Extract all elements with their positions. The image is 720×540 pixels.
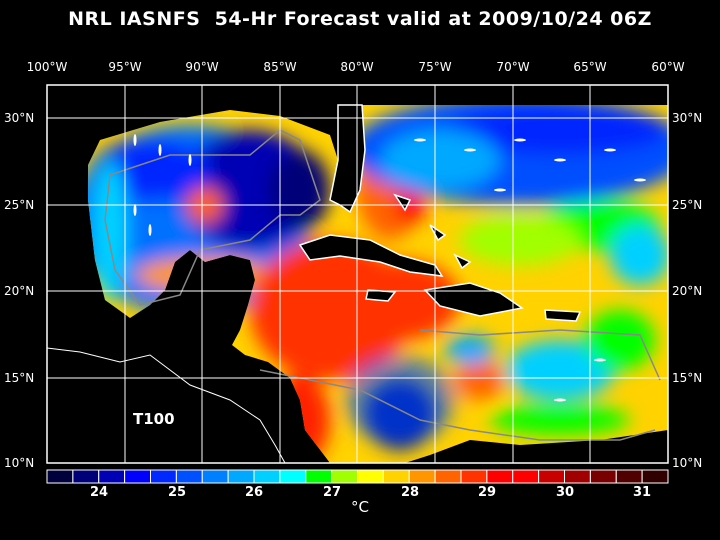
colorbar-tick-label: 26 — [244, 485, 264, 500]
colorbar-swatch — [434, 469, 462, 484]
lat-label-left: 15°N — [4, 371, 35, 385]
lat-label-right: 30°N — [672, 111, 703, 125]
lon-label: 65°W — [573, 60, 607, 74]
colorbar-swatch — [150, 469, 177, 484]
colorbar-swatch — [408, 469, 436, 484]
lon-label: 95°W — [108, 60, 142, 74]
lon-label: 90°W — [185, 60, 219, 74]
lat-label-right: 10°N — [672, 456, 703, 470]
lat-label-right: 20°N — [672, 284, 703, 298]
colorbar-swatch — [486, 469, 514, 484]
florida — [329, 104, 366, 214]
colorbar-swatch — [512, 469, 540, 484]
lon-label: 80°W — [340, 60, 374, 74]
colorbar-swatch — [382, 469, 410, 484]
colorbar-unit: °C — [351, 498, 369, 516]
lon-label: 70°W — [496, 60, 530, 74]
colorbar-swatch — [227, 469, 255, 484]
lat-label-left: 25°N — [4, 198, 35, 212]
grid-lines — [47, 85, 668, 463]
colorbar-swatch — [460, 469, 488, 484]
lon-label: 75°W — [418, 60, 452, 74]
colorbar-swatch — [641, 469, 669, 484]
colorbar-swatch — [253, 469, 281, 484]
colorbar-tick-label: 30 — [555, 485, 575, 500]
colorbar — [46, 469, 669, 484]
lat-label-left: 10°N — [4, 456, 35, 470]
colorbar-swatch — [175, 469, 203, 484]
colorbar-swatch — [98, 469, 126, 484]
current-vectors — [133, 134, 646, 402]
colorbar-swatch — [279, 469, 307, 484]
colorbar-tick-label: 28 — [400, 485, 420, 500]
puerto-rico — [544, 309, 582, 322]
colorbar-tick-label: 24 — [89, 485, 109, 500]
colorbar-swatch — [201, 469, 229, 484]
colorbar-swatch — [538, 469, 565, 484]
country-border — [47, 347, 286, 463]
map-frame — [46, 84, 669, 464]
lat-label-left: 30°N — [4, 111, 35, 125]
colorbar-swatch — [589, 469, 617, 484]
lon-label: 100°W — [26, 60, 68, 74]
colorbar-swatch — [357, 469, 384, 484]
colorbar-swatch — [564, 469, 591, 484]
sea-temperature-field — [88, 105, 668, 463]
lat-label-right: 25°N — [672, 198, 703, 212]
layer-label: T100 — [133, 410, 175, 428]
lon-label: 85°W — [263, 60, 297, 74]
colorbar-swatch — [124, 469, 151, 484]
colorbar-swatch — [331, 469, 358, 484]
map-title: NRL IASNFS 54-Hr Forecast valid at 2009/… — [68, 8, 652, 30]
lat-label-left: 20°N — [4, 284, 35, 298]
colorbar-tick-label: 29 — [477, 485, 497, 500]
colorbar-tick-label: 31 — [632, 485, 652, 500]
lat-label-right: 15°N — [672, 371, 703, 385]
colorbar-swatch — [72, 469, 100, 484]
colorbar-swatch — [46, 469, 74, 484]
colorbar-tick-label: 27 — [322, 485, 342, 500]
colorbar-swatch — [615, 469, 643, 484]
lon-label: 60°W — [651, 60, 685, 74]
colorbar-tick-label: 25 — [167, 485, 187, 500]
colorbar-swatch — [305, 469, 333, 484]
